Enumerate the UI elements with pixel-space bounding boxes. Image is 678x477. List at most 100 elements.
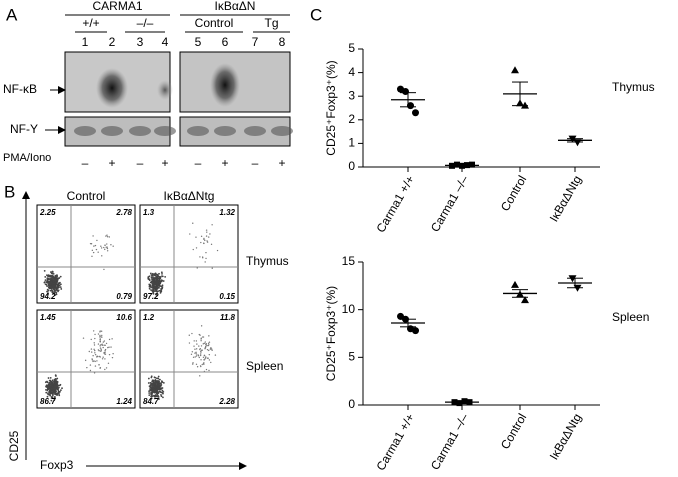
cell-dot <box>149 285 152 288</box>
cell-dot <box>104 344 106 347</box>
cell-dot <box>106 246 108 248</box>
cell-dot <box>152 284 154 287</box>
cell-dot <box>45 388 47 391</box>
cell-dot <box>55 293 58 296</box>
cell-dot <box>149 386 152 389</box>
cell-dot <box>158 380 161 383</box>
cell-dot <box>191 351 194 353</box>
cell-dot <box>52 272 55 275</box>
cell-dot <box>154 387 157 389</box>
cell-dot <box>55 291 58 294</box>
cell-dot <box>155 293 158 296</box>
cell-dot <box>201 349 203 351</box>
cell-dot <box>100 348 102 351</box>
lane-label: 1 <box>82 35 89 49</box>
cell-dot <box>46 275 49 277</box>
cell-dot <box>103 352 105 354</box>
cell-dot <box>49 283 52 286</box>
cell-dot <box>51 276 54 279</box>
cell-dot <box>58 391 60 394</box>
row-label: Spleen <box>246 359 283 373</box>
cell-dot <box>154 286 156 289</box>
cell-dot <box>199 348 201 351</box>
cell-dot <box>161 284 164 287</box>
cell-dot <box>162 396 164 399</box>
cell-dot <box>97 333 100 335</box>
lane-label: 5 <box>195 35 202 49</box>
cell-dot <box>151 282 154 285</box>
cell-dot <box>105 246 107 248</box>
annotation: Thymus <box>612 80 655 94</box>
cell-dot <box>159 281 162 284</box>
lane-label: 3 <box>137 35 144 49</box>
cell-dot <box>99 330 101 332</box>
cell-dot <box>147 382 150 384</box>
cell-dot <box>158 272 160 275</box>
quadrant-value: 1.45 <box>40 313 56 322</box>
band <box>96 68 128 108</box>
cell-dot <box>152 289 155 292</box>
cell-dot <box>161 275 164 278</box>
cell-dot <box>203 238 205 241</box>
cell-dot <box>203 359 205 361</box>
cell-dot <box>157 286 159 289</box>
band <box>214 126 236 136</box>
treatment-mark: + <box>221 156 228 170</box>
cell-dot <box>206 240 208 242</box>
cell-dot <box>158 382 161 385</box>
cell-dot <box>103 344 105 346</box>
cell-dot <box>46 384 49 387</box>
cell-dot <box>100 336 102 338</box>
quadrant-value: 11.8 <box>220 313 236 322</box>
lane-label: 6 <box>222 35 229 49</box>
cell-dot <box>89 364 92 366</box>
cell-dot <box>99 338 101 340</box>
cell-dot <box>208 353 211 356</box>
treatment-mark: – <box>137 156 144 170</box>
band <box>157 80 173 100</box>
cell-dot <box>197 354 199 356</box>
cell-dot <box>47 284 50 287</box>
cell-dot <box>54 381 57 383</box>
row-label: Thymus <box>246 254 289 268</box>
cell-dot <box>148 283 151 286</box>
cell-dot <box>56 286 59 289</box>
cell-dot <box>106 250 109 252</box>
cell-dot <box>204 348 206 350</box>
cell-dot <box>152 384 155 387</box>
cell-dot <box>161 272 163 275</box>
cell-dot <box>206 345 208 347</box>
panel-label: B <box>4 182 15 201</box>
cell-dot <box>208 341 211 343</box>
cell-dot <box>193 345 195 347</box>
axis-label: Foxp3 <box>40 458 74 472</box>
cell-dot <box>160 271 163 274</box>
cell-dot <box>56 280 59 283</box>
panel-label: C <box>310 5 322 24</box>
cell-dot <box>191 363 194 365</box>
cell-dot <box>205 251 207 254</box>
cell-dot <box>159 291 162 294</box>
cell-dot <box>45 386 48 388</box>
cell-dot <box>200 337 203 339</box>
cell-dot <box>158 285 161 287</box>
cell-dot <box>101 343 103 345</box>
cell-dot <box>194 352 196 354</box>
axis-label: CD25 <box>7 430 21 461</box>
cell-dot <box>46 381 49 384</box>
cell-dot <box>98 364 100 366</box>
cell-dot <box>45 281 48 284</box>
cell-dot <box>159 276 162 279</box>
cell-dot <box>156 273 159 276</box>
band <box>187 126 209 136</box>
cell-dot <box>210 361 212 364</box>
cell-dot <box>111 356 114 359</box>
quadrant-value: 1.24 <box>116 397 132 406</box>
cell-dot <box>99 367 101 369</box>
cell-dot <box>111 338 113 340</box>
cell-dot <box>95 248 98 251</box>
cell-dot <box>55 392 58 395</box>
cell-dot <box>150 277 153 279</box>
cell-dot <box>46 290 48 293</box>
cell-dot <box>105 235 107 237</box>
